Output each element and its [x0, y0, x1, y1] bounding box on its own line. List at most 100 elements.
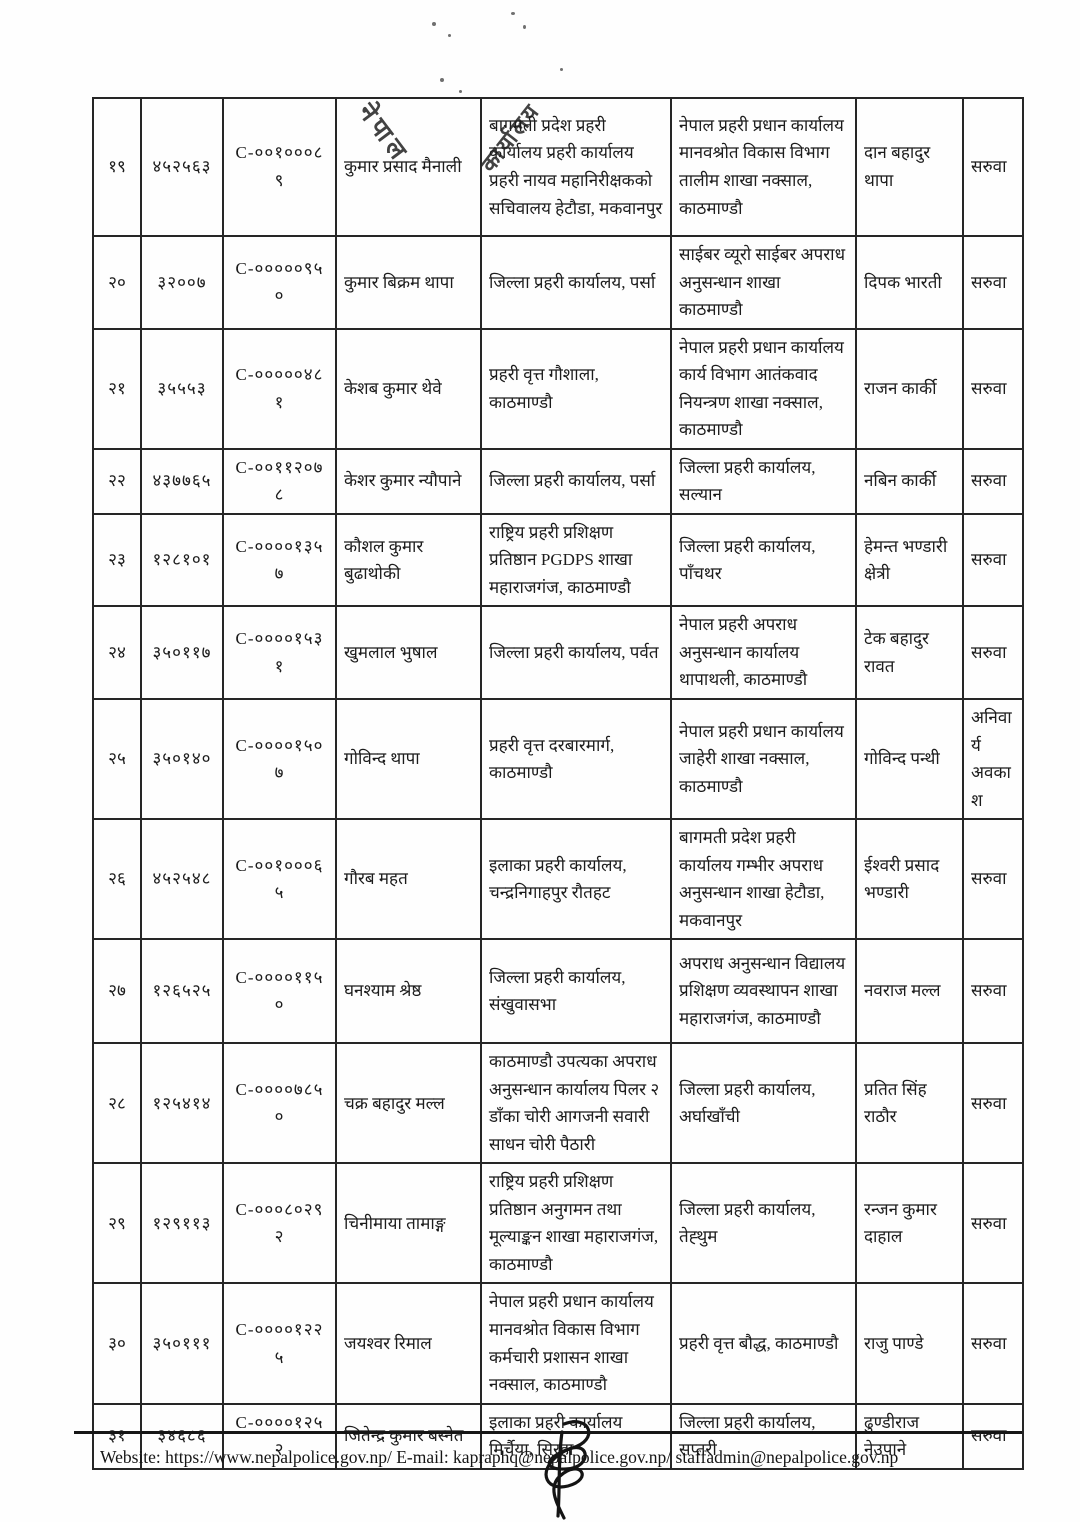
cell-employee-number: ३२००७: [140, 235, 224, 330]
footer-contact: Website: https://www.nepalpolice.gov.np/…: [100, 1447, 899, 1467]
cell-name: केशब कुमार थेवे: [335, 327, 482, 450]
cell-name: गोविन्द थापा: [335, 697, 482, 821]
cell-remark: सरुवा: [962, 1042, 1024, 1165]
cell-remark: सरुवा: [962, 447, 1024, 515]
table-row: २८ १२५४१४ C-००००७८५० चक्र बहादुर मल्ल काठमाण…: [92, 1042, 1024, 1165]
cell-employee-number: ३५०१४०: [140, 697, 224, 821]
cell-name: केशर कुमार न्यौपाने: [335, 447, 482, 515]
cell-replacement-name: रन्जन कुमार दाहाल: [855, 1162, 964, 1285]
cell-current-office: जिल्ला प्रहरी कार्यालय, संखुवासभा: [480, 938, 672, 1045]
cell-serial-number: ३०: [92, 1282, 142, 1405]
table-row: ३१ ३४६८६ C-००००१२५२ जितेन्द्र कुमार बस्नेत इ…: [92, 1402, 1024, 1470]
cell-current-office: नेपाल प्रहरी प्रधान कार्यालय मानवश्रोत व…: [480, 1282, 672, 1405]
cell-remark: सरुवा: [962, 938, 1024, 1045]
cell-employee-number: ३५०११७: [140, 605, 224, 700]
cell-employee-number: ४५२५६३: [140, 97, 224, 237]
table-row: २२ ४३७७६५ C-००११२०७८ केशर कुमार न्यौपाने जिल…: [92, 447, 1024, 515]
cell-serial-number: २४: [92, 605, 142, 700]
cell-citizenship-code: C-००००१५०७: [222, 697, 337, 821]
table-row: ३० ३५०१११ C-००००१२२५ जयश्वर रिमाल नेपाल प्रह…: [92, 1282, 1024, 1405]
cell-serial-number: २९: [92, 1162, 142, 1285]
cell-serial-number: ३१: [92, 1402, 142, 1470]
cell-name: कुमार बिक्रम थापा: [335, 235, 482, 330]
cell-new-office: नेपाल प्रहरी प्रधान कार्यालय कार्य विभाग…: [670, 327, 857, 450]
cell-name: खुमलाल भुषाल: [335, 605, 482, 700]
cell-replacement-name: प्रतित सिंह राठौर: [855, 1042, 964, 1165]
cell-current-office: इलाका प्रहरी कार्यालय मिर्चैया, सिरहा: [480, 1402, 672, 1470]
cell-replacement-name: गोविन्द पन्थी: [855, 697, 964, 821]
cell-replacement-name: ढुण्डीराज नेउपाने: [855, 1402, 964, 1470]
cell-remark: अनिवार्य अवकाश: [962, 697, 1024, 821]
table-row: १९ ४५२५६३ C-००१०००८९ कुमार प्रसाद मैनाली बाग…: [92, 97, 1024, 237]
cell-name: जयश्वर रिमाल: [335, 1282, 482, 1405]
cell-current-office: प्रहरी वृत्त दरबारमार्ग, काठमाण्डौ: [480, 697, 672, 821]
cell-replacement-name: हेमन्त भण्डारी क्षेत्री: [855, 512, 964, 608]
cell-serial-number: १९: [92, 97, 142, 237]
cell-name: चक्र बहादुर मल्ल: [335, 1042, 482, 1165]
cell-new-office: बागमती प्रदेश प्रहरी कार्यालय गम्भीर अपर…: [670, 818, 857, 941]
cell-employee-number: ४५२५४८: [140, 818, 224, 941]
table-row: २१ ३५५५३ C-०००००४८१ केशब कुमार थेवे प्रहरी व…: [92, 327, 1024, 450]
cell-remark: सरुवा: [962, 1402, 1024, 1470]
cell-remark: सरुवा: [962, 1162, 1024, 1285]
cell-serial-number: २६: [92, 818, 142, 941]
cell-employee-number: ३५०१११: [140, 1282, 224, 1405]
cell-replacement-name: दान बहादुर थापा: [855, 97, 964, 237]
cell-new-office: नेपाल प्रहरी अपराध अनुसन्धान कार्यालय था…: [670, 605, 857, 700]
footer-divider: [74, 1431, 1022, 1434]
cell-serial-number: २२: [92, 447, 142, 515]
table-row: २९ १२९११३ C-०००८०२९२ चिनीमाया तामाङ्ग राष्ट्…: [92, 1162, 1024, 1285]
cell-employee-number: १२५४१४: [140, 1042, 224, 1165]
cell-replacement-name: नबिन कार्की: [855, 447, 964, 515]
cell-citizenship-code: C-०००००९५०: [222, 235, 337, 330]
cell-replacement-name: राजु पाण्डे: [855, 1282, 964, 1405]
cell-name: गौरब महत: [335, 818, 482, 941]
cell-new-office: अपराध अनुसन्धान विद्यालय प्रशिक्षण व्यवस…: [670, 938, 857, 1045]
cell-citizenship-code: C-०००८०२९२: [222, 1162, 337, 1285]
cell-serial-number: २०: [92, 235, 142, 330]
cell-current-office: राष्ट्रिय प्रहरी प्रशिक्षण प्रतिष्ठान अन…: [480, 1162, 672, 1285]
cell-current-office: जिल्ला प्रहरी कार्यालय, पर्वत: [480, 605, 672, 700]
cell-citizenship-code: C-०००००४८१: [222, 327, 337, 450]
cell-replacement-name: टेक बहादुर रावत: [855, 605, 964, 700]
table-row: २५ ३५०१४० C-००००१५०७ गोविन्द थापा प्रहरी वृत…: [92, 697, 1024, 821]
cell-citizenship-code: C-००११२०७८: [222, 447, 337, 515]
cell-replacement-name: ईश्वरी प्रसाद भण्डारी: [855, 818, 964, 941]
cell-replacement-name: राजन कार्की: [855, 327, 964, 450]
cell-serial-number: २८: [92, 1042, 142, 1165]
cell-remark: सरुवा: [962, 97, 1024, 237]
cell-employee-number: १२९११३: [140, 1162, 224, 1285]
cell-employee-number: १२६५२५: [140, 938, 224, 1045]
table-row: २३ १२८१०१ C-००००१३५७ कौशल कुमार बुढाथोकी राष…: [92, 512, 1024, 608]
cell-serial-number: २५: [92, 697, 142, 821]
table-row: २६ ४५२५४८ C-००१०००६५ गौरब महत इलाका प्रहरी क…: [92, 818, 1024, 941]
cell-serial-number: २१: [92, 327, 142, 450]
cell-citizenship-code: C-००००१२२५: [222, 1282, 337, 1405]
cell-remark: सरुवा: [962, 1282, 1024, 1405]
cell-new-office: जिल्ला प्रहरी कार्यालय, तेह्थुम: [670, 1162, 857, 1285]
cell-new-office: जिल्ला प्रहरी कार्यालय, सल्यान: [670, 447, 857, 515]
cell-current-office: प्रहरी वृत्त गौशाला, काठमाण्डौ: [480, 327, 672, 450]
cell-current-office: जिल्ला प्रहरी कार्यालय, पर्सा: [480, 447, 672, 515]
cell-name: जितेन्द्र कुमार बस्नेत: [335, 1402, 482, 1470]
cell-current-office: जिल्ला प्रहरी कार्यालय, पर्सा: [480, 235, 672, 330]
cell-remark: सरुवा: [962, 235, 1024, 330]
cell-serial-number: २७: [92, 938, 142, 1045]
table-row: २४ ३५०११७ C-००००१५३१ खुमलाल भुषाल जिल्ला प्र…: [92, 605, 1024, 700]
signature-scribble: [544, 1420, 591, 1520]
cell-new-office: जिल्ला प्रहरी कार्यालय, सप्तरी: [670, 1402, 857, 1470]
cell-current-office: काठमाण्डौ उपत्यका अपराध अनुसन्धान कार्या…: [480, 1042, 672, 1165]
cell-remark: सरुवा: [962, 512, 1024, 608]
cell-new-office: प्रहरी वृत्त बौद्ध, काठमाण्डौ: [670, 1282, 857, 1405]
cell-employee-number: ३५५५३: [140, 327, 224, 450]
table-row: २७ १२६५२५ C-००००११५० घनश्याम श्रेष्ठ जिल्ला …: [92, 938, 1024, 1045]
cell-name: कुमार प्रसाद मैनाली: [335, 97, 482, 237]
cell-current-office: इलाका प्रहरी कार्यालय, चन्द्रनिगाहपुर रौ…: [480, 818, 672, 941]
cell-remark: सरुवा: [962, 605, 1024, 700]
cell-new-office: जिल्ला प्रहरी कार्यालय, अर्घाखाँची: [670, 1042, 857, 1165]
cell-replacement-name: दिपक भारती: [855, 235, 964, 330]
cell-citizenship-code: C-००००७८५०: [222, 1042, 337, 1165]
cell-employee-number: १२८१०१: [140, 512, 224, 608]
cell-serial-number: २३: [92, 512, 142, 608]
